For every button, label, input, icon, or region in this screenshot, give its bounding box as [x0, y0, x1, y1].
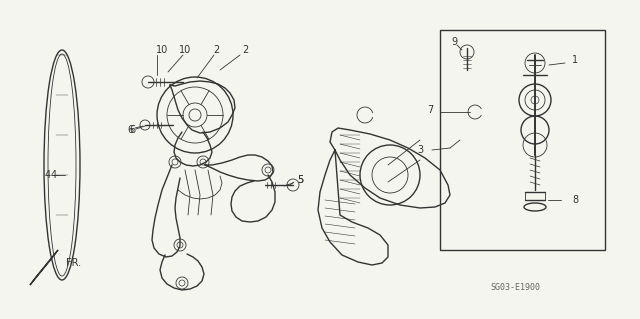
Text: 10: 10 [156, 45, 168, 55]
Text: 6: 6 [127, 125, 133, 135]
Text: 6: 6 [129, 125, 135, 135]
Text: 2: 2 [213, 45, 219, 55]
Bar [440, 30, 605, 250]
Text: 2: 2 [242, 45, 248, 55]
Text: 5: 5 [297, 175, 303, 185]
Text: SG03-E1900: SG03-E1900 [490, 283, 540, 292]
Text: 9: 9 [451, 37, 457, 47]
Text: 4: 4 [45, 170, 51, 180]
Text: FR.: FR. [66, 258, 81, 268]
Text: 5: 5 [297, 175, 303, 185]
Text: 10: 10 [179, 45, 191, 55]
Text: 8: 8 [572, 195, 578, 205]
Polygon shape [30, 250, 58, 285]
Text: 3: 3 [417, 145, 423, 155]
Text: 4: 4 [51, 170, 57, 180]
Text: 7: 7 [427, 105, 433, 115]
Text: 1: 1 [572, 55, 578, 65]
